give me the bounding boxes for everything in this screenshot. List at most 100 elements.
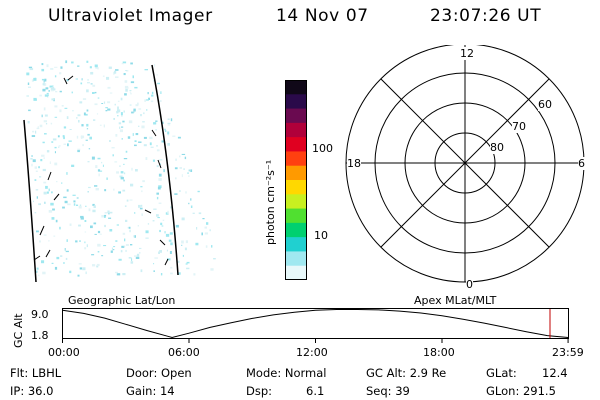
speckle [85, 113, 88, 116]
altitude-timeline [62, 308, 569, 343]
colorbar-cell [285, 94, 307, 110]
speckle [40, 159, 43, 162]
speckle [151, 91, 154, 95]
speckle [122, 189, 126, 192]
speckle [94, 91, 97, 94]
speckle [97, 230, 101, 234]
speckle [97, 243, 101, 247]
speckle [155, 129, 157, 131]
speckle [128, 226, 131, 229]
y-tick-1-8: 1.8 [31, 329, 49, 342]
speckle [41, 63, 44, 66]
speckle [71, 61, 74, 64]
mlt-label-12: 12 [460, 47, 474, 60]
speckle [46, 64, 49, 68]
speckle [51, 85, 54, 87]
speckle [67, 143, 69, 147]
speckle [29, 68, 34, 71]
x-tick-0600: 06:00 [168, 346, 200, 359]
speckle [125, 88, 128, 92]
speckle [129, 229, 131, 233]
speckle [107, 86, 111, 89]
speckle [77, 148, 81, 151]
speckle [152, 220, 155, 222]
date-label: 14 Nov 07 [276, 6, 369, 26]
speckle [81, 124, 84, 127]
ip-info: IP: 36.0 [10, 384, 54, 398]
speckle [82, 267, 86, 271]
speckle [157, 186, 161, 190]
speckle [39, 124, 43, 128]
speckle [97, 157, 101, 160]
speckle [96, 265, 99, 268]
speckle [140, 204, 143, 207]
speckle [32, 159, 36, 163]
speckle [169, 232, 173, 235]
speckle [127, 136, 131, 139]
gain-info: Gain: 14 [126, 384, 175, 398]
speckle [152, 159, 155, 162]
speckle [84, 247, 87, 250]
dsp-info-value: 6.1 [306, 384, 325, 398]
speckle [187, 172, 189, 174]
mode-info: Mode: Normal [246, 366, 327, 380]
speckle [64, 248, 66, 251]
speckle [138, 204, 141, 208]
speckle [43, 107, 46, 111]
speckle [43, 120, 47, 123]
speckle [122, 232, 126, 235]
speckle [69, 129, 72, 130]
speckle [34, 179, 37, 181]
speckle [184, 156, 187, 160]
speckle [43, 157, 45, 159]
speckle [64, 200, 68, 204]
speckle [116, 224, 119, 226]
speckle [159, 250, 162, 253]
speckle [113, 72, 115, 75]
speckle [156, 196, 159, 200]
speckle [135, 256, 140, 259]
speckle [80, 82, 83, 85]
speckle [122, 120, 125, 123]
speckle [54, 66, 58, 68]
speckle [72, 194, 76, 196]
speckle [134, 140, 137, 142]
speckle [170, 242, 173, 246]
timeline-left-label: Geographic Lat/Lon [68, 294, 176, 307]
speckle [201, 232, 203, 236]
speckle [69, 270, 72, 274]
speckle [59, 226, 61, 230]
speckle [138, 108, 142, 110]
speckle [103, 101, 106, 104]
speckle [167, 131, 170, 135]
speckle [50, 122, 53, 125]
speckle [55, 219, 58, 223]
aurora-emission-speckles [26, 60, 216, 277]
speckle [84, 231, 87, 233]
speckle [95, 165, 98, 168]
colorbar-cell [285, 265, 307, 280]
speckle [134, 235, 136, 238]
speckle [54, 105, 58, 108]
speckle [120, 97, 123, 101]
speckle [156, 192, 159, 195]
speckle [117, 106, 119, 110]
speckle [126, 70, 129, 72]
timeline-right-label: Apex MLat/MLT [414, 294, 497, 307]
meridian-diag-2 [380, 78, 550, 248]
speckle [31, 135, 36, 137]
speckle [87, 133, 90, 136]
speckle [129, 90, 132, 91]
speckle [43, 191, 47, 195]
speckle [113, 70, 117, 74]
speckle [57, 135, 60, 138]
lat-label-80: 80 [490, 141, 504, 154]
speckle [93, 222, 97, 225]
speckle [115, 271, 118, 274]
limb-marks [33, 75, 169, 266]
lat-label-60: 60 [538, 98, 552, 111]
speckle [85, 271, 87, 275]
speckle [30, 158, 33, 160]
speckle [79, 101, 83, 104]
speckle [195, 242, 199, 246]
